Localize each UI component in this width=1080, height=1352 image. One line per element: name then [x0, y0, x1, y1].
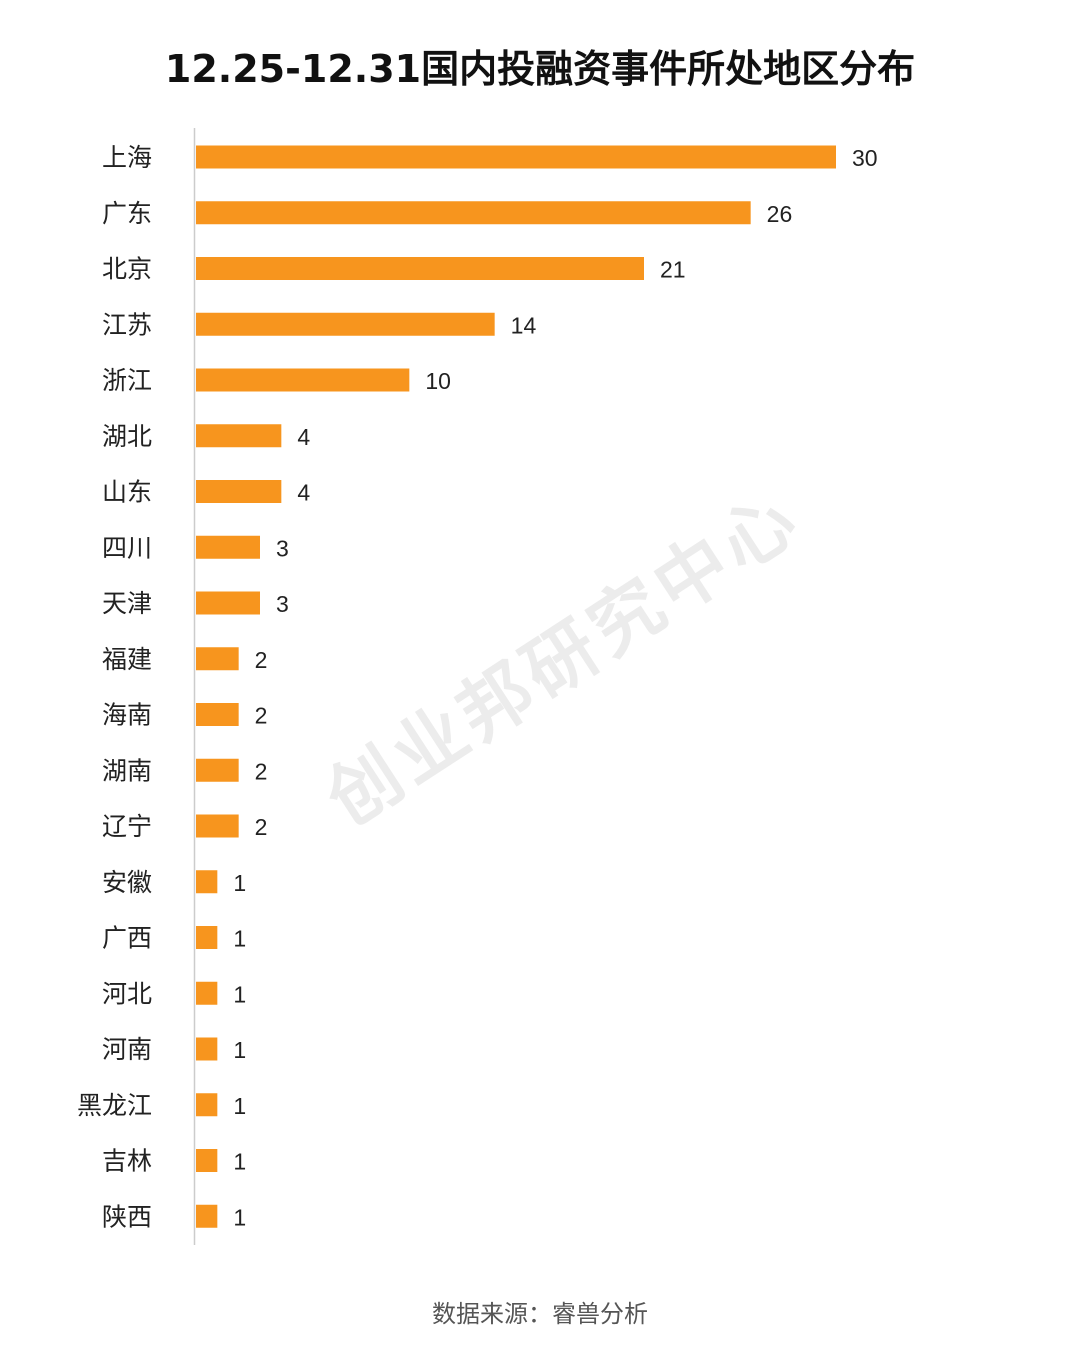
bar — [196, 870, 218, 894]
data-label: 2 — [255, 703, 268, 729]
bar — [196, 591, 260, 615]
bar — [196, 145, 836, 169]
bar — [196, 1037, 218, 1061]
bar — [196, 647, 239, 671]
data-label: 3 — [276, 535, 289, 561]
bar — [196, 814, 239, 838]
bar — [196, 703, 239, 726]
category-label: 广西 — [102, 924, 152, 953]
bar — [196, 981, 218, 1005]
data-label: 4 — [297, 424, 310, 450]
bar — [196, 480, 282, 503]
category-label: 上海 — [102, 143, 152, 172]
data-label: 2 — [255, 647, 268, 673]
category-label: 江苏 — [102, 310, 152, 339]
category-label: 辽宁 — [102, 812, 152, 841]
category-label: 天津 — [102, 589, 152, 618]
category-label: 陕西 — [102, 1202, 152, 1231]
bar — [196, 1149, 218, 1172]
data-label: 1 — [233, 870, 246, 896]
data-label: 1 — [233, 981, 246, 1007]
category-label: 海南 — [102, 701, 152, 730]
data-label: 1 — [233, 1149, 246, 1175]
data-label: 4 — [297, 480, 310, 506]
bar — [196, 312, 495, 336]
data-label: 3 — [276, 591, 289, 617]
category-label: 湖南 — [102, 756, 152, 785]
category-label: 广东 — [102, 199, 152, 228]
bar — [196, 424, 282, 448]
data-label: 26 — [767, 201, 793, 227]
category-label: 安徽 — [102, 868, 152, 897]
chart-title: 12.25-12.31国内投融资事件所处地区分布 — [164, 47, 916, 91]
category-label: 河南 — [102, 1035, 152, 1064]
category-label: 浙江 — [102, 366, 152, 395]
data-label: 30 — [852, 145, 878, 171]
data-label: 14 — [511, 312, 537, 338]
bar — [196, 758, 239, 782]
data-label: 1 — [233, 1037, 246, 1063]
bar — [196, 1204, 218, 1228]
bar — [196, 1093, 218, 1117]
data-source-note: 数据来源：睿兽分析 — [432, 1300, 648, 1328]
data-label: 2 — [255, 814, 268, 840]
bar — [196, 368, 410, 392]
category-label: 福建 — [102, 645, 152, 674]
category-label: 山东 — [102, 478, 152, 507]
category-label: 北京 — [102, 255, 152, 284]
bar — [196, 535, 260, 559]
bar — [196, 926, 218, 949]
category-label: 吉林 — [102, 1147, 152, 1176]
data-label: 1 — [233, 1093, 246, 1119]
data-label: 2 — [255, 758, 268, 784]
data-label: 10 — [425, 368, 451, 394]
bar — [196, 201, 751, 225]
category-label: 四川 — [102, 533, 152, 562]
category-label: 湖北 — [102, 422, 152, 451]
category-label: 黑龙江 — [77, 1091, 152, 1120]
data-label: 21 — [660, 257, 686, 283]
data-label: 1 — [233, 926, 246, 952]
data-label: 1 — [233, 1204, 246, 1230]
bar — [196, 257, 644, 280]
category-label: 河北 — [102, 979, 152, 1008]
